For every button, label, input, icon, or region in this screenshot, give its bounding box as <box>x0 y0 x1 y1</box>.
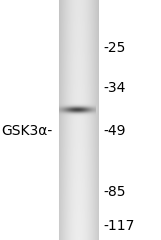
Text: -85: -85 <box>104 185 126 199</box>
Text: -117: -117 <box>104 219 135 233</box>
Text: -25: -25 <box>104 41 126 55</box>
Text: -49: -49 <box>104 124 126 138</box>
Text: -34: -34 <box>104 81 126 95</box>
Text: GSK3α-: GSK3α- <box>2 124 53 138</box>
